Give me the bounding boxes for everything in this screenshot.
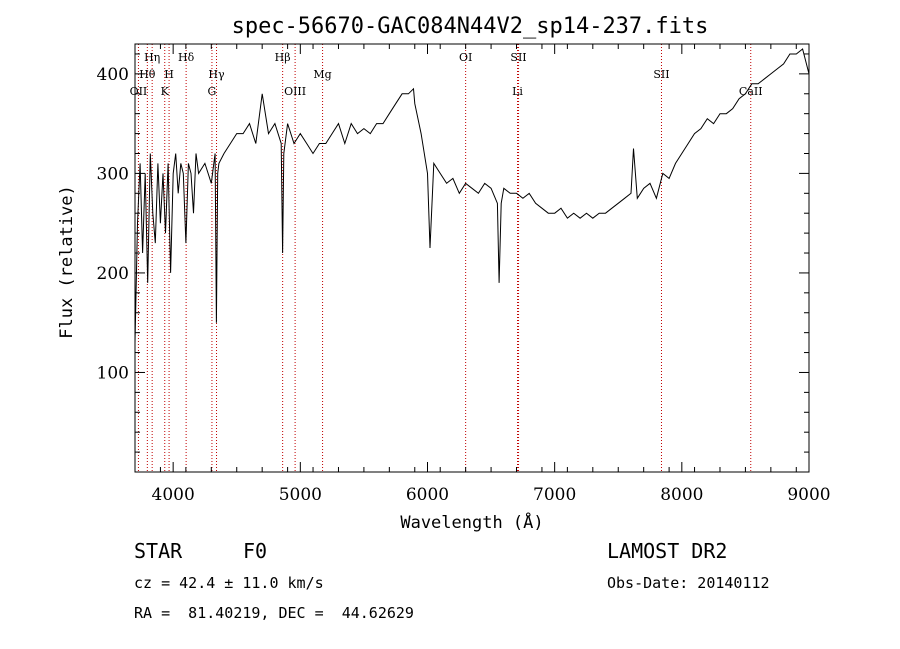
spectral-line-label: H — [164, 68, 174, 81]
y-tick-label: 100 — [97, 363, 129, 383]
object-type: STAR — [134, 539, 183, 563]
spectral-line-label: Hθ — [139, 68, 156, 81]
spectral-line-label: K — [161, 85, 170, 98]
x-tick-label: 5000 — [279, 485, 322, 505]
coordinates: RA = 81.40219, DEC = 44.62629 — [134, 604, 414, 622]
chart-title: spec-56670-GAC084N44V2_sp14-237.fits — [232, 14, 709, 39]
spectral-line-label: Hδ — [178, 51, 195, 64]
spectral-line-label: Li — [512, 85, 523, 98]
survey-name: LAMOST DR2 — [607, 539, 728, 563]
x-tick-label: 4000 — [152, 485, 195, 505]
spectral-line-label: G — [208, 85, 217, 98]
x-axis-label: Wavelength (Å) — [400, 511, 543, 533]
y-axis-ticks: 100 200 300 400 — [97, 53, 809, 453]
y-axis-label: Flux (relative) — [57, 185, 77, 339]
spectral-line-label: Hβ — [275, 51, 291, 64]
x-axis-ticks: 4000 5000 6000 7000 8000 9000 — [134, 44, 831, 505]
redshift-velocity: cz = 42.4 ± 11.0 km/s — [134, 574, 324, 592]
spectral-line-label: OII — [130, 85, 148, 98]
spectral-line-label: SII — [653, 68, 669, 81]
x-tick-label: 7000 — [533, 485, 576, 505]
spectral-subclass: F0 — [243, 539, 268, 563]
spectral-line-label: OI — [459, 51, 472, 64]
spectral-line-label: Hη — [144, 51, 160, 64]
x-tick-label: 9000 — [787, 485, 830, 505]
observation-date: Obs-Date: 20140112 — [607, 574, 770, 592]
spectral-line-label: OIII — [284, 85, 306, 98]
y-tick-label: 300 — [97, 164, 129, 184]
spectral-line-label: Hγ — [208, 68, 225, 81]
plot-frame — [134, 43, 810, 473]
x-tick-label: 6000 — [406, 485, 449, 505]
spectral-line-label: Mg — [313, 68, 331, 81]
y-tick-label: 200 — [97, 264, 129, 284]
spectrum-series-line — [134, 48, 810, 343]
spectral-line-label: SII — [510, 51, 526, 64]
x-tick-label: 8000 — [660, 485, 703, 505]
y-tick-label: 400 — [97, 65, 129, 85]
